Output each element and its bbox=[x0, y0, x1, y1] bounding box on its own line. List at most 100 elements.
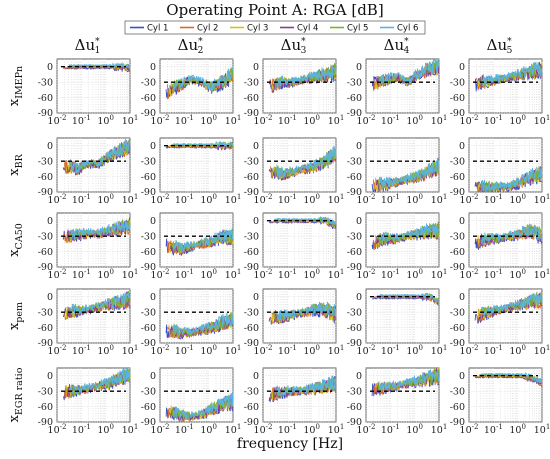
y-tick-label: 0 bbox=[459, 141, 465, 152]
y-tick-label: 0 bbox=[47, 216, 53, 227]
y-tick-label: 0 bbox=[356, 371, 362, 382]
column-header-main: Δu bbox=[281, 36, 302, 54]
x-tick-label: 101 bbox=[122, 193, 139, 206]
y-tick-label: 0 bbox=[356, 292, 362, 303]
y-tick-label: -30 bbox=[244, 386, 259, 397]
y-tick-label: -30 bbox=[244, 77, 259, 88]
column-header-sup: * bbox=[198, 37, 203, 47]
legend-label: Cyl 5 bbox=[347, 24, 368, 34]
x-tick-label: 100 bbox=[200, 193, 217, 206]
column-header-sub: 3 bbox=[301, 46, 307, 56]
y-tick-label: -60 bbox=[244, 247, 259, 258]
y-tick-label: -60 bbox=[38, 93, 53, 104]
y-tick-label: -90 bbox=[38, 108, 53, 119]
series-line-cyl-6 bbox=[69, 292, 131, 316]
x-tick-label: 100 bbox=[509, 193, 526, 206]
x-tick-label: 10-2 bbox=[254, 268, 273, 281]
y-tick-label: 0 bbox=[356, 141, 362, 152]
x-tick-label: 10-2 bbox=[151, 193, 170, 206]
x-tick-label: 101 bbox=[328, 344, 345, 357]
row-header-main: x bbox=[7, 414, 22, 422]
y-tick-label: -60 bbox=[38, 172, 53, 183]
column-header-sup: * bbox=[404, 37, 409, 47]
y-tick-label: -90 bbox=[450, 262, 465, 273]
y-tick-label: -60 bbox=[450, 402, 465, 413]
x-tick-label: 10-2 bbox=[48, 423, 67, 436]
series-line-cyl-6 bbox=[172, 141, 234, 147]
y-tick-label: -90 bbox=[244, 187, 259, 198]
y-tick-label: -30 bbox=[141, 156, 156, 167]
y-tick-label: -30 bbox=[141, 307, 156, 318]
y-tick-label: -30 bbox=[347, 386, 362, 397]
y-tick-label: -60 bbox=[450, 323, 465, 334]
legend-label: Cyl 1 bbox=[147, 24, 168, 34]
y-tick-label: -90 bbox=[38, 262, 53, 273]
x-tick-label: 10-1 bbox=[72, 193, 91, 206]
x-tick-label: 101 bbox=[225, 193, 242, 206]
series-line-cyl-6 bbox=[172, 311, 234, 337]
x-tick-label: 10-2 bbox=[48, 193, 67, 206]
series-line-cyl-6 bbox=[378, 59, 440, 86]
series-line-cyl-6 bbox=[276, 301, 337, 321]
x-tick-label: 10-1 bbox=[278, 114, 297, 127]
figure-title: Operating Point A: RGA [dB] bbox=[166, 1, 383, 19]
legend-label: Cyl 4 bbox=[297, 24, 318, 34]
y-tick-label: -60 bbox=[450, 172, 465, 183]
y-tick-label: -90 bbox=[141, 108, 156, 119]
y-tick-label: -90 bbox=[347, 108, 362, 119]
x-tick-label: 10-1 bbox=[484, 268, 503, 281]
x-tick-label: 10-2 bbox=[357, 193, 376, 206]
x-tick-label: 101 bbox=[225, 344, 242, 357]
x-tick-label: 101 bbox=[225, 114, 242, 127]
series-line-cyl-6 bbox=[69, 62, 131, 69]
legend-box bbox=[124, 20, 426, 35]
y-tick-label: -30 bbox=[38, 386, 53, 397]
y-tick-label: -60 bbox=[141, 93, 156, 104]
x-tick-label: 101 bbox=[122, 268, 139, 281]
y-tick-label: -60 bbox=[141, 323, 156, 334]
x-tick-label: 10-2 bbox=[357, 344, 376, 357]
y-tick-label: -60 bbox=[38, 402, 53, 413]
column-header: Δu* 2 bbox=[178, 36, 204, 56]
row-header: xBR bbox=[7, 153, 25, 175]
x-tick-label: 10-2 bbox=[254, 423, 273, 436]
column-header-sup: * bbox=[507, 37, 512, 47]
x-tick-label: 100 bbox=[509, 344, 526, 357]
column-header: Δu* 4 bbox=[384, 36, 410, 56]
x-tick-label: 100 bbox=[509, 268, 526, 281]
y-tick-label: -90 bbox=[38, 338, 53, 349]
y-tick-label: 0 bbox=[47, 62, 53, 73]
series-line-cyl-6 bbox=[69, 138, 131, 173]
y-tick-label: -90 bbox=[347, 417, 362, 428]
column-header: Δu* 5 bbox=[487, 36, 513, 56]
x-tick-label: 100 bbox=[406, 114, 423, 127]
y-tick-label: -90 bbox=[244, 108, 259, 119]
x-tick-label: 101 bbox=[122, 423, 139, 436]
y-tick-label: 0 bbox=[47, 371, 53, 382]
row-header-sub: BR bbox=[14, 153, 25, 168]
series-line-cyl-6 bbox=[69, 368, 131, 395]
y-tick-label: 0 bbox=[150, 62, 156, 73]
x-tick-label: 101 bbox=[328, 114, 345, 127]
y-tick-label: 0 bbox=[150, 371, 156, 382]
x-tick-label: 10-1 bbox=[175, 114, 194, 127]
x-tick-label: 101 bbox=[431, 423, 448, 436]
y-tick-label: -60 bbox=[38, 323, 53, 334]
y-tick-label: 0 bbox=[459, 371, 465, 382]
x-tick-label: 101 bbox=[534, 344, 550, 357]
x-tick-label: 10-2 bbox=[357, 423, 376, 436]
